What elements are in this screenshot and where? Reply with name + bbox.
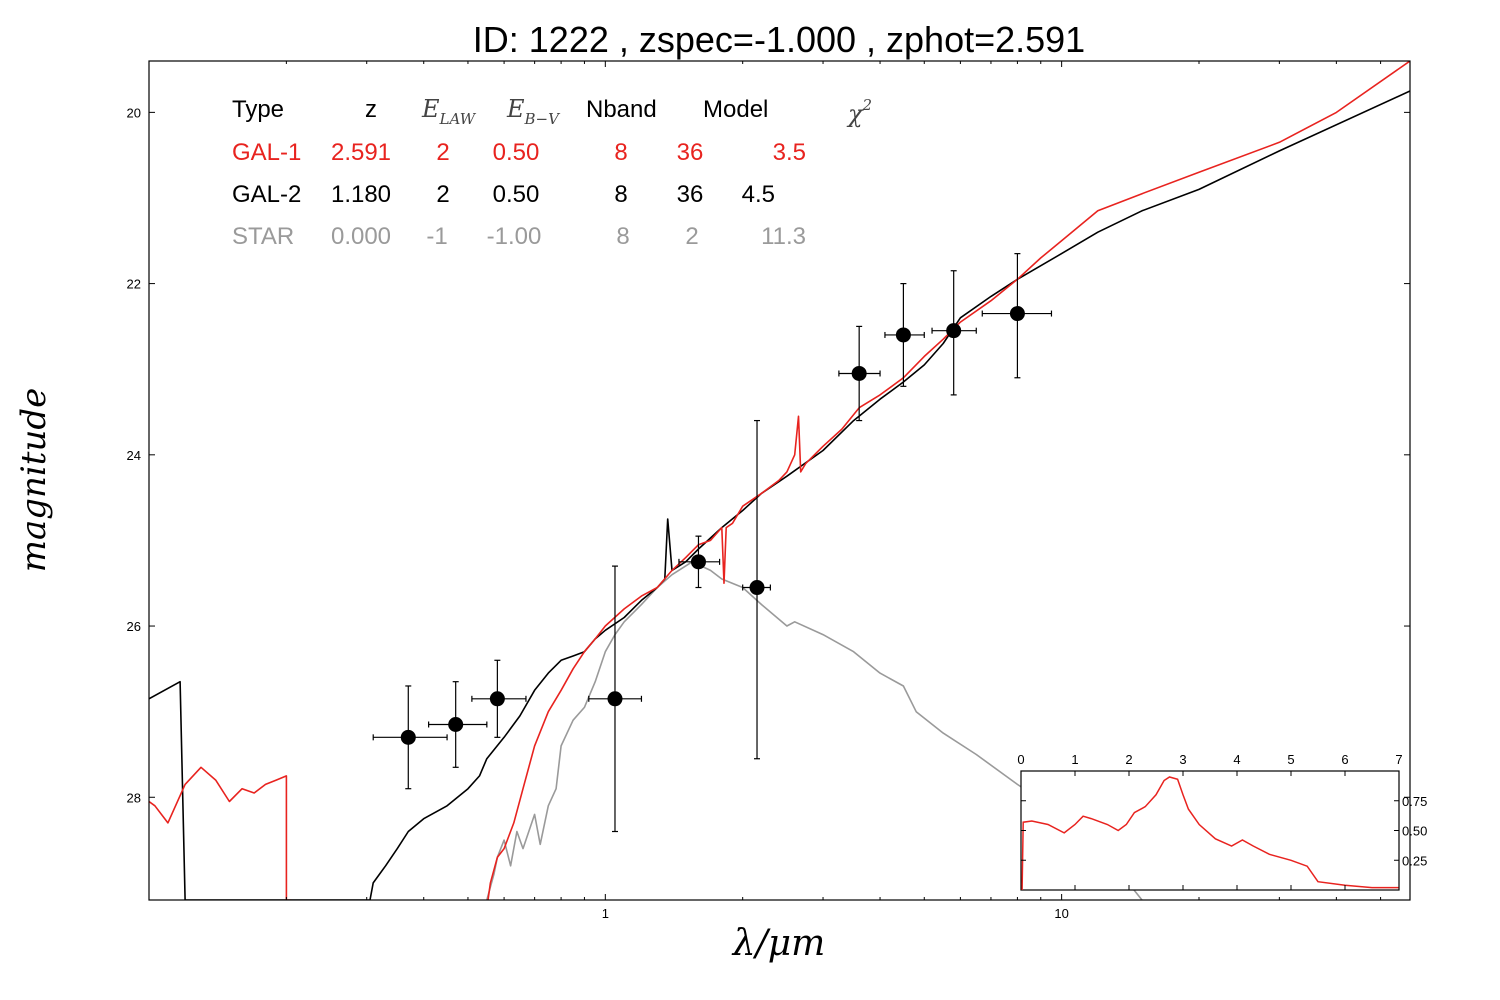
inset-y-tick-label: 0.25	[1402, 853, 1427, 868]
cell-nband: 8	[616, 223, 629, 250]
photometry-point	[471, 659, 527, 738]
y-tick-label: 22	[127, 277, 141, 292]
inset-pdz-line	[1021, 776, 1399, 890]
inset-plot: 0 1 2 3 4 5 6 7 0.25 0.50 0.75	[1017, 752, 1427, 891]
cell-type: GAL-2	[232, 181, 301, 208]
photometry-point	[372, 685, 448, 790]
header-elaw: ELAW	[421, 95, 477, 128]
cell-chi2: 4.5	[742, 181, 775, 208]
cell-ebv: -1.00	[487, 223, 542, 250]
fit-row-gal2: GAL-2 1.180 2 0.50 8 36 4.5	[232, 181, 775, 208]
photometry-marker	[1009, 306, 1025, 322]
fit-table-header: Type z ELAW EB−V Nband Model χ2	[232, 95, 872, 128]
cell-chi2: 3.5	[773, 139, 806, 166]
x-tick-label: 1	[602, 906, 609, 921]
inset-curve	[1021, 776, 1399, 890]
photometry-marker	[851, 365, 867, 381]
inset-y-ticks: 0.25 0.50 0.75	[1021, 794, 1427, 868]
cell-z: 0.000	[331, 223, 391, 250]
cell-type: STAR	[232, 223, 294, 250]
fit-table: Type z ELAW EB−V Nband Model χ2 GAL-1 2.…	[232, 95, 872, 250]
y-tick-label: 20	[127, 105, 141, 120]
inset-x-tick-label: 2	[1125, 752, 1132, 767]
header-z: z	[365, 96, 377, 123]
cell-ebv: 0.50	[493, 181, 540, 208]
inset-x-tick-label: 3	[1179, 752, 1186, 767]
header-chi2: χ2	[846, 96, 872, 128]
photometry-point	[742, 419, 771, 760]
header-nband: Nband	[586, 96, 657, 123]
header-model: Model	[703, 96, 768, 123]
photometry-marker	[448, 716, 464, 732]
inset-frame	[1020, 770, 1400, 891]
cell-model: 2	[685, 223, 698, 250]
photometry-points	[372, 253, 1053, 833]
y-axis-label: magnitude	[14, 388, 54, 573]
cell-model: 36	[677, 181, 704, 208]
inset-x-tick-label: 7	[1395, 752, 1402, 767]
inset-y-tick-label: 0.50	[1402, 824, 1427, 839]
y-tick-label: 26	[127, 619, 141, 634]
photometry-marker	[489, 691, 505, 707]
inset-x-tick-label: 0	[1017, 752, 1024, 767]
cell-ebv: 0.50	[493, 139, 540, 166]
cell-elaw: -1	[426, 223, 447, 250]
y-tick-label: 28	[127, 790, 141, 805]
inset-y-tick-label: 0.75	[1402, 794, 1427, 809]
header-ebv: EB−V	[506, 95, 561, 128]
photometry-marker	[400, 729, 416, 745]
cell-elaw: 2	[436, 139, 449, 166]
cell-nband: 8	[614, 139, 627, 166]
photometry-marker	[690, 554, 706, 570]
fit-row-star: STAR 0.000 -1 -1.00 8 2 11.3	[232, 223, 806, 250]
x-axis-label: λ/μm	[731, 923, 825, 964]
photometry-marker	[895, 327, 911, 343]
photometry-point	[588, 565, 643, 833]
fit-row-gal1: GAL-1 2.591 2 0.50 8 36 3.5	[232, 139, 806, 166]
inset-x-tick-label: 1	[1071, 752, 1078, 767]
photometry-point	[678, 535, 721, 589]
cell-model: 36	[677, 139, 704, 166]
photometry-marker	[607, 691, 623, 707]
x-axis-ticks: 1 10	[148, 61, 1382, 921]
photometry-point	[428, 681, 488, 768]
cell-elaw: 2	[436, 181, 449, 208]
inset-x-ticks: 0 1 2 3 4 5 6 7	[1017, 752, 1403, 890]
photometry-point	[838, 325, 881, 422]
photometry-point	[981, 253, 1053, 379]
inset-x-tick-label: 4	[1233, 752, 1240, 767]
x-tick-label: 10	[1054, 906, 1068, 921]
inset-x-tick-label: 5	[1287, 752, 1294, 767]
cell-z: 1.180	[331, 181, 391, 208]
photometry-point	[931, 270, 977, 396]
cell-type: GAL-1	[232, 139, 301, 166]
y-tick-label: 24	[127, 448, 141, 463]
plot-frame	[148, 60, 1411, 901]
cell-chi2: 11.3	[761, 223, 806, 250]
series-line-star	[486, 561, 1143, 900]
header-type: Type	[232, 96, 284, 123]
photometry-point	[884, 282, 925, 387]
inset-x-tick-label: 6	[1341, 752, 1348, 767]
chart-title: ID: 1222 , zspec=-1.000 , zphot=2.591	[473, 19, 1085, 60]
photometry-marker	[946, 323, 962, 339]
cell-z: 2.591	[331, 139, 391, 166]
photometry-marker	[749, 580, 765, 596]
cell-nband: 8	[614, 181, 627, 208]
